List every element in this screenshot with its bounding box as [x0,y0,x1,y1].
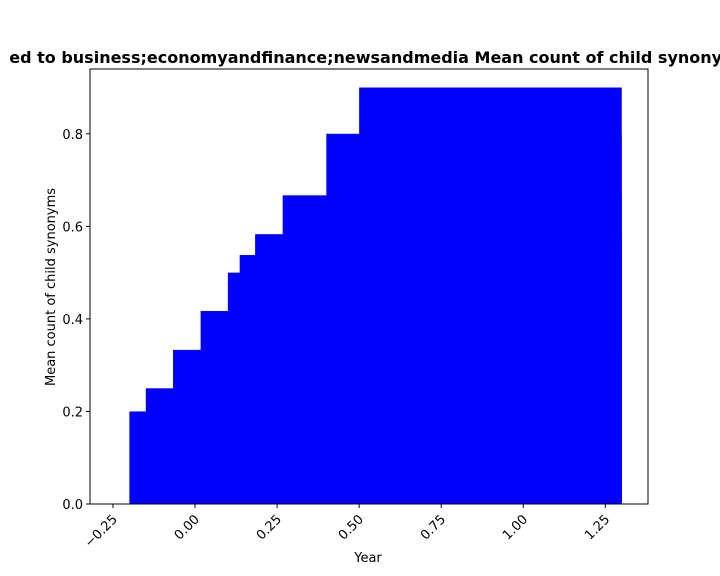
x-tick-label: 1.25 [582,512,613,543]
y-tick-label: 0.0 [62,498,83,513]
y-tick-label: 0.4 [62,313,83,328]
x-axis-label: Year [353,551,382,566]
y-axis-label: Mean count of child synonyms [44,188,59,386]
x-tick-label: 1.00 [500,512,531,543]
y-tick-label: 0.2 [62,405,83,420]
x-tick-label: 0.25 [254,512,285,543]
x-tick-label: 0.75 [418,512,449,543]
y-tick-label: 0.6 [62,220,83,235]
bar-9 [359,87,622,505]
x-tick-label: −0.25 [82,512,121,551]
y-tick-label: 0.8 [62,128,83,143]
x-axis-ticks: −0.25 0.00 0.25 0.50 0.75 1.00 1.25 [82,504,613,551]
x-tick-label: 0.50 [336,512,367,543]
bars-group [129,87,622,505]
chart-title: ed to business;economyandfinance;newsand… [9,48,720,67]
plot-frame [89,68,649,505]
y-axis-ticks: 0.0 0.2 0.4 0.6 0.8 [62,128,90,513]
x-tick-label: 0.00 [172,512,203,543]
